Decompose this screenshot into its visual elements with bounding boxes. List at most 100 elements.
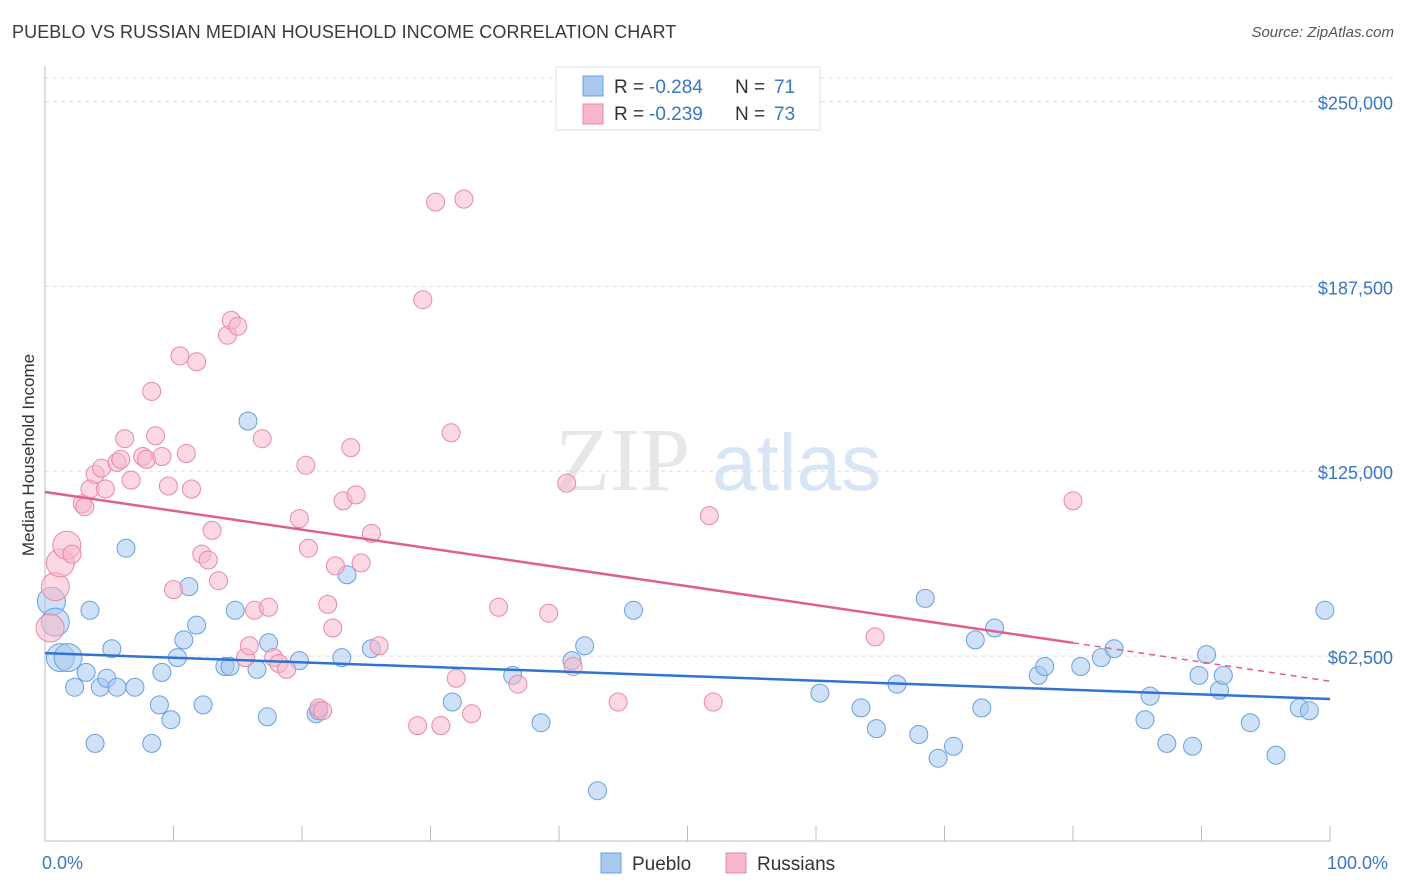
russians-point (209, 571, 228, 591)
chart-source: Source: ZipAtlas.com (1251, 24, 1394, 41)
legend-n-label-russians: N = (735, 104, 770, 125)
russians-point (296, 455, 316, 475)
pueblo-point (149, 695, 169, 715)
russians-point (508, 674, 528, 694)
pueblo-point (85, 733, 105, 753)
pueblo-point (1071, 657, 1091, 676)
pueblo-point (588, 781, 607, 801)
legend-r-label-pueblo: R = (614, 77, 649, 98)
russians-point (318, 594, 338, 614)
stats-legend: R = -0.284 N = 71 R = -0.239 N = 73 (555, 66, 821, 131)
russians-point (703, 692, 723, 712)
pueblo-point (972, 698, 992, 718)
russians-point (608, 692, 628, 712)
russians-point (121, 470, 141, 490)
russians-point (40, 572, 70, 602)
pueblo-point (187, 615, 207, 635)
russians-point (341, 438, 361, 458)
russians-point (182, 479, 201, 499)
legend-n-label-pueblo: N = (735, 77, 770, 98)
y-tick-label: $125,000 (1318, 463, 1393, 483)
bottom-legend-swatch-russians (725, 852, 747, 874)
pueblo-point (1189, 665, 1209, 685)
x-tick-label-max: 100.0% (1327, 853, 1388, 873)
pueblo-point (142, 733, 162, 753)
russians-point (413, 290, 433, 310)
russians-point (187, 352, 207, 372)
legend-r-value-russians: -0.239 (649, 104, 703, 125)
russians-point (454, 189, 474, 209)
legend-swatch-russians (582, 103, 604, 125)
pueblo-point (624, 600, 643, 620)
y-axis-title: Median Household Income (19, 354, 38, 556)
pueblo-point (1299, 701, 1319, 721)
pueblo-point (238, 411, 258, 431)
legend-n-value-russians: 73 (774, 104, 795, 125)
y-tick-label: $250,000 (1318, 93, 1393, 113)
watermark-atlas: atlas (712, 418, 881, 507)
russians-point (408, 716, 428, 736)
pueblo-point (76, 662, 96, 682)
pueblo-point (810, 683, 830, 703)
pueblo-point (965, 630, 985, 650)
pueblo-point (193, 695, 213, 715)
russians-point (369, 636, 389, 656)
pueblo-point (1197, 645, 1217, 665)
russians-point (152, 447, 172, 466)
russians-point (361, 523, 381, 543)
trend-lines (44, 490, 1331, 701)
russians-point (35, 613, 65, 643)
pueblo-point (531, 713, 551, 733)
bottom-legend: Pueblo Russians (600, 852, 835, 875)
russians-point (426, 192, 446, 212)
russians-point (699, 506, 719, 526)
pueblo-point (80, 600, 100, 620)
pueblo-point (225, 600, 245, 620)
bottom-legend-swatch-pueblo (600, 852, 622, 874)
russians-point (146, 426, 165, 446)
russians-point (176, 444, 196, 463)
legend-r-value-pueblo: -0.284 (649, 77, 703, 98)
russians-point (289, 509, 309, 529)
russians-point (489, 597, 509, 617)
russians-point (158, 476, 178, 496)
y-tick-label: $62,500 (1328, 648, 1393, 668)
russians-point (75, 497, 95, 517)
russians-points (35, 189, 1083, 736)
russians-point (170, 346, 190, 366)
pueblo-point (915, 588, 935, 608)
pueblo-point (1157, 733, 1177, 753)
pueblo-point (442, 692, 462, 712)
pueblo-point (1104, 639, 1124, 659)
legend-r-label-russians: R = (614, 104, 649, 125)
russians-point (115, 429, 135, 449)
pueblo-point (257, 707, 277, 727)
russians-trend-line (44, 490, 1074, 645)
russians-point (62, 544, 82, 564)
russians-point (95, 479, 115, 499)
pueblo-point (985, 618, 1005, 638)
russians-point (441, 423, 461, 443)
russians-point (325, 556, 345, 576)
russians-point (111, 449, 131, 469)
russians-point (865, 627, 885, 647)
pueblo-point (1183, 736, 1202, 756)
russians-point (164, 580, 183, 600)
chart-title: PUEBLO VS RUSSIAN MEDIAN HOUSEHOLD INCOM… (12, 22, 677, 42)
pueblo-point (1035, 657, 1055, 676)
pueblo-point (220, 657, 240, 676)
russians-point (557, 473, 577, 493)
russians-point (228, 316, 248, 336)
y-tick-label: $187,500 (1318, 278, 1393, 298)
bottom-legend-label-russians: Russians (757, 854, 835, 875)
pueblo-point (107, 677, 127, 697)
pueblo-point (116, 538, 136, 558)
pueblo-trend-line (44, 651, 1331, 701)
pueblo-point (174, 630, 194, 650)
russians-point (137, 449, 156, 469)
russians-point (277, 659, 297, 679)
bottom-legend-label-pueblo: Pueblo (632, 854, 691, 875)
watermark-zip: ZIP (555, 411, 690, 510)
pueblo-point (1315, 600, 1335, 620)
